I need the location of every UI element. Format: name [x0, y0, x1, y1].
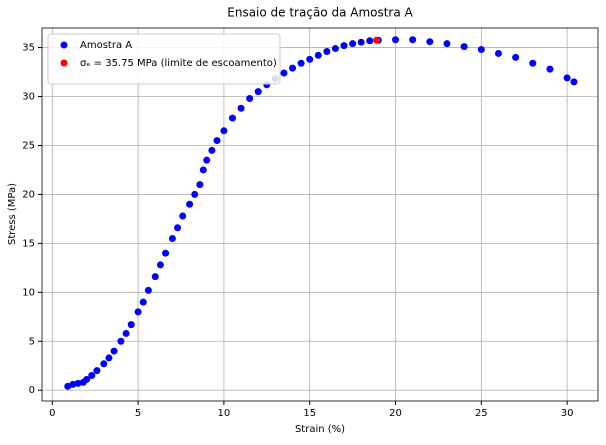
point: [162, 249, 170, 257]
chart-title: Ensaio de tração da Amostra A: [227, 6, 413, 20]
point: [546, 65, 554, 73]
point: [100, 360, 108, 368]
x-tick-label: 15: [303, 408, 316, 419]
point: [570, 78, 578, 86]
point: [349, 40, 357, 48]
point: [373, 36, 381, 44]
point: [144, 286, 152, 294]
point: [340, 42, 348, 50]
point: [156, 261, 164, 269]
point: [246, 94, 254, 102]
y-tick-label: 15: [22, 238, 35, 249]
legend-label: σₑ = 35.75 MPa (limite de escoamento): [80, 58, 277, 69]
point: [409, 36, 417, 44]
x-tick-label: 10: [218, 408, 231, 419]
point: [512, 53, 520, 61]
legend-box: [47, 33, 281, 85]
point: [105, 354, 113, 362]
point: [208, 146, 216, 154]
point: [331, 45, 339, 53]
point: [477, 46, 485, 54]
y-tick-label: 5: [29, 336, 35, 347]
point: [314, 51, 322, 59]
x-tick-label: 5: [135, 408, 141, 419]
y-tick-label: 35: [22, 43, 35, 54]
x-tick-label: 0: [49, 408, 55, 419]
point: [117, 337, 125, 345]
x-axis-label: Strain (%): [295, 424, 345, 435]
point: [392, 36, 400, 44]
point: [93, 367, 101, 375]
y-tick-label: 10: [22, 287, 35, 298]
point: [213, 137, 221, 145]
y-tick-label: 20: [22, 189, 35, 200]
point: [168, 234, 176, 242]
point: [122, 329, 130, 337]
point: [199, 166, 207, 174]
point: [228, 114, 236, 122]
point: [280, 69, 288, 77]
point: [203, 156, 211, 164]
point: [357, 38, 365, 46]
legend-marker: [60, 41, 68, 49]
point: [110, 347, 118, 355]
point: [127, 321, 135, 329]
point: [460, 43, 468, 51]
point: [443, 40, 451, 48]
legend-marker: [60, 59, 68, 67]
y-tick-label: 30: [22, 92, 35, 103]
point: [426, 38, 434, 46]
point: [289, 64, 297, 72]
point: [563, 74, 571, 82]
point: [88, 372, 96, 380]
point: [237, 104, 245, 112]
point: [220, 127, 228, 135]
x-tick-label: 20: [389, 408, 402, 419]
point: [306, 55, 314, 63]
plot-frame: [41, 27, 599, 402]
point: [494, 49, 502, 57]
point: [151, 273, 159, 281]
point: [254, 88, 262, 96]
point: [179, 212, 187, 220]
x-tick-label: 30: [561, 408, 574, 419]
point: [134, 308, 142, 316]
legend: Amostra A σₑ = 35.75 MPa (limite de escoa…: [47, 33, 281, 85]
x-tick-label: 25: [475, 408, 488, 419]
y-axis-label: Stress (MPa): [7, 183, 18, 245]
point: [196, 181, 204, 189]
point: [297, 59, 305, 67]
point: [174, 224, 182, 232]
point: [529, 59, 537, 67]
point: [186, 200, 194, 208]
point: [323, 47, 331, 55]
point: [191, 190, 199, 198]
point: [366, 37, 374, 45]
point: [83, 375, 91, 383]
y-tick-label: 25: [22, 140, 35, 151]
y-tick-label: 0: [29, 385, 35, 396]
legend-label: Amostra A: [80, 40, 132, 51]
point: [139, 298, 147, 306]
